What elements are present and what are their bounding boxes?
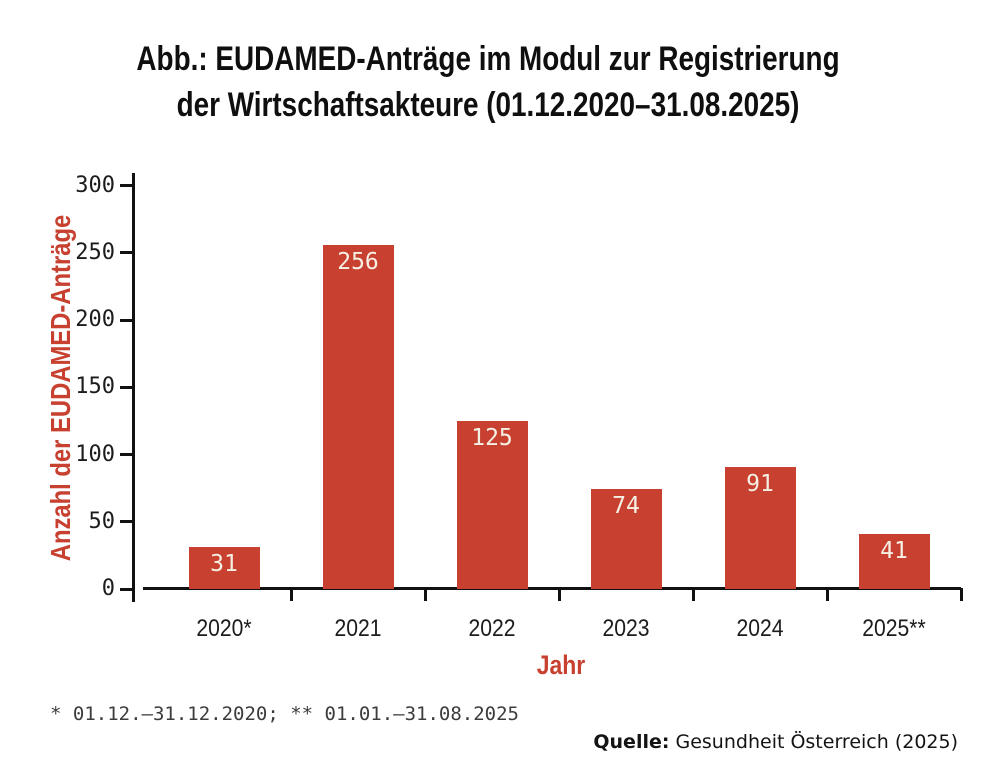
y-tick-label: 200 [75, 307, 115, 332]
y-tick-label: 300 [75, 172, 115, 198]
y-tick-label: 250 [75, 239, 115, 265]
x-tick-mark [691, 588, 695, 601]
x-axis-line [143, 587, 961, 590]
bar-value-label: 91 [746, 470, 774, 497]
y-tick-mark [120, 318, 133, 322]
source-text: Gesundheit Österreich (2025) [675, 731, 959, 753]
y-tick-mark [120, 385, 133, 389]
x-category-label: 2023 [602, 615, 650, 642]
chart-title-line1: Abb.: EUDAMED-Anträge im Modul zur Regis… [136, 40, 840, 78]
bar-value-label: 31 [210, 551, 238, 578]
y-tick-label: 0 [101, 576, 115, 601]
y-tick-mark [120, 184, 133, 187]
x-tick-mark [557, 588, 561, 601]
source-line: Quelle: Gesundheit Österreich (2025) [593, 729, 958, 755]
bar-value-label: 74 [612, 493, 640, 520]
bar-2022: 125 [456, 420, 528, 589]
x-tick-mark [825, 588, 829, 601]
x-axis-title: Jahr [536, 650, 586, 680]
bar-2021: 256 [322, 244, 394, 589]
source-label: Quelle: [593, 731, 670, 753]
y-axis-title: Anzahl der EUDAMED-Anträge [45, 214, 76, 562]
x-category-label: 2020* [196, 615, 252, 642]
bar-2025**: 41 [858, 533, 930, 589]
y-tick-mark [120, 251, 133, 255]
bar-2020*: 31 [188, 547, 260, 589]
y-tick-label: 150 [75, 374, 115, 400]
footnote: * 01.12.–31.12.2020; ** 01.01.–31.08.202… [50, 703, 519, 725]
x-tick-mark [289, 588, 293, 601]
y-tick-mark [120, 520, 133, 524]
x-category-label: 2025** [862, 615, 926, 642]
x-tick-mark [423, 588, 427, 601]
chart-title-line2: der Wirtschaftsakteure (01.12.2020–31.08… [176, 86, 800, 124]
x-tick-mark [959, 588, 963, 601]
y-tick-label: 100 [75, 441, 115, 467]
bar-2023: 74 [590, 489, 662, 589]
x-category-label: 2024 [736, 615, 784, 642]
y-axis-line [132, 173, 135, 602]
y-tick-mark [120, 453, 133, 456]
bar-value-label: 41 [880, 537, 908, 564]
y-tick-mark [120, 587, 133, 591]
bar-value-label: 256 [337, 248, 379, 275]
x-category-label: 2022 [468, 615, 516, 642]
bar-2024: 91 [724, 466, 796, 589]
x-category-label: 2021 [334, 615, 382, 642]
y-tick-label: 50 [88, 508, 116, 534]
bar-value-label: 125 [471, 424, 513, 451]
chart-title: Abb.: EUDAMED-Anträge im Modul zur Regis… [88, 36, 888, 128]
